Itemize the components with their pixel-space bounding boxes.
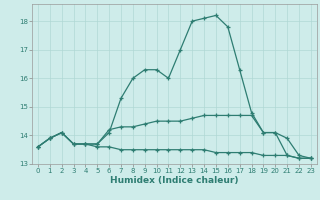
X-axis label: Humidex (Indice chaleur): Humidex (Indice chaleur) xyxy=(110,176,239,185)
